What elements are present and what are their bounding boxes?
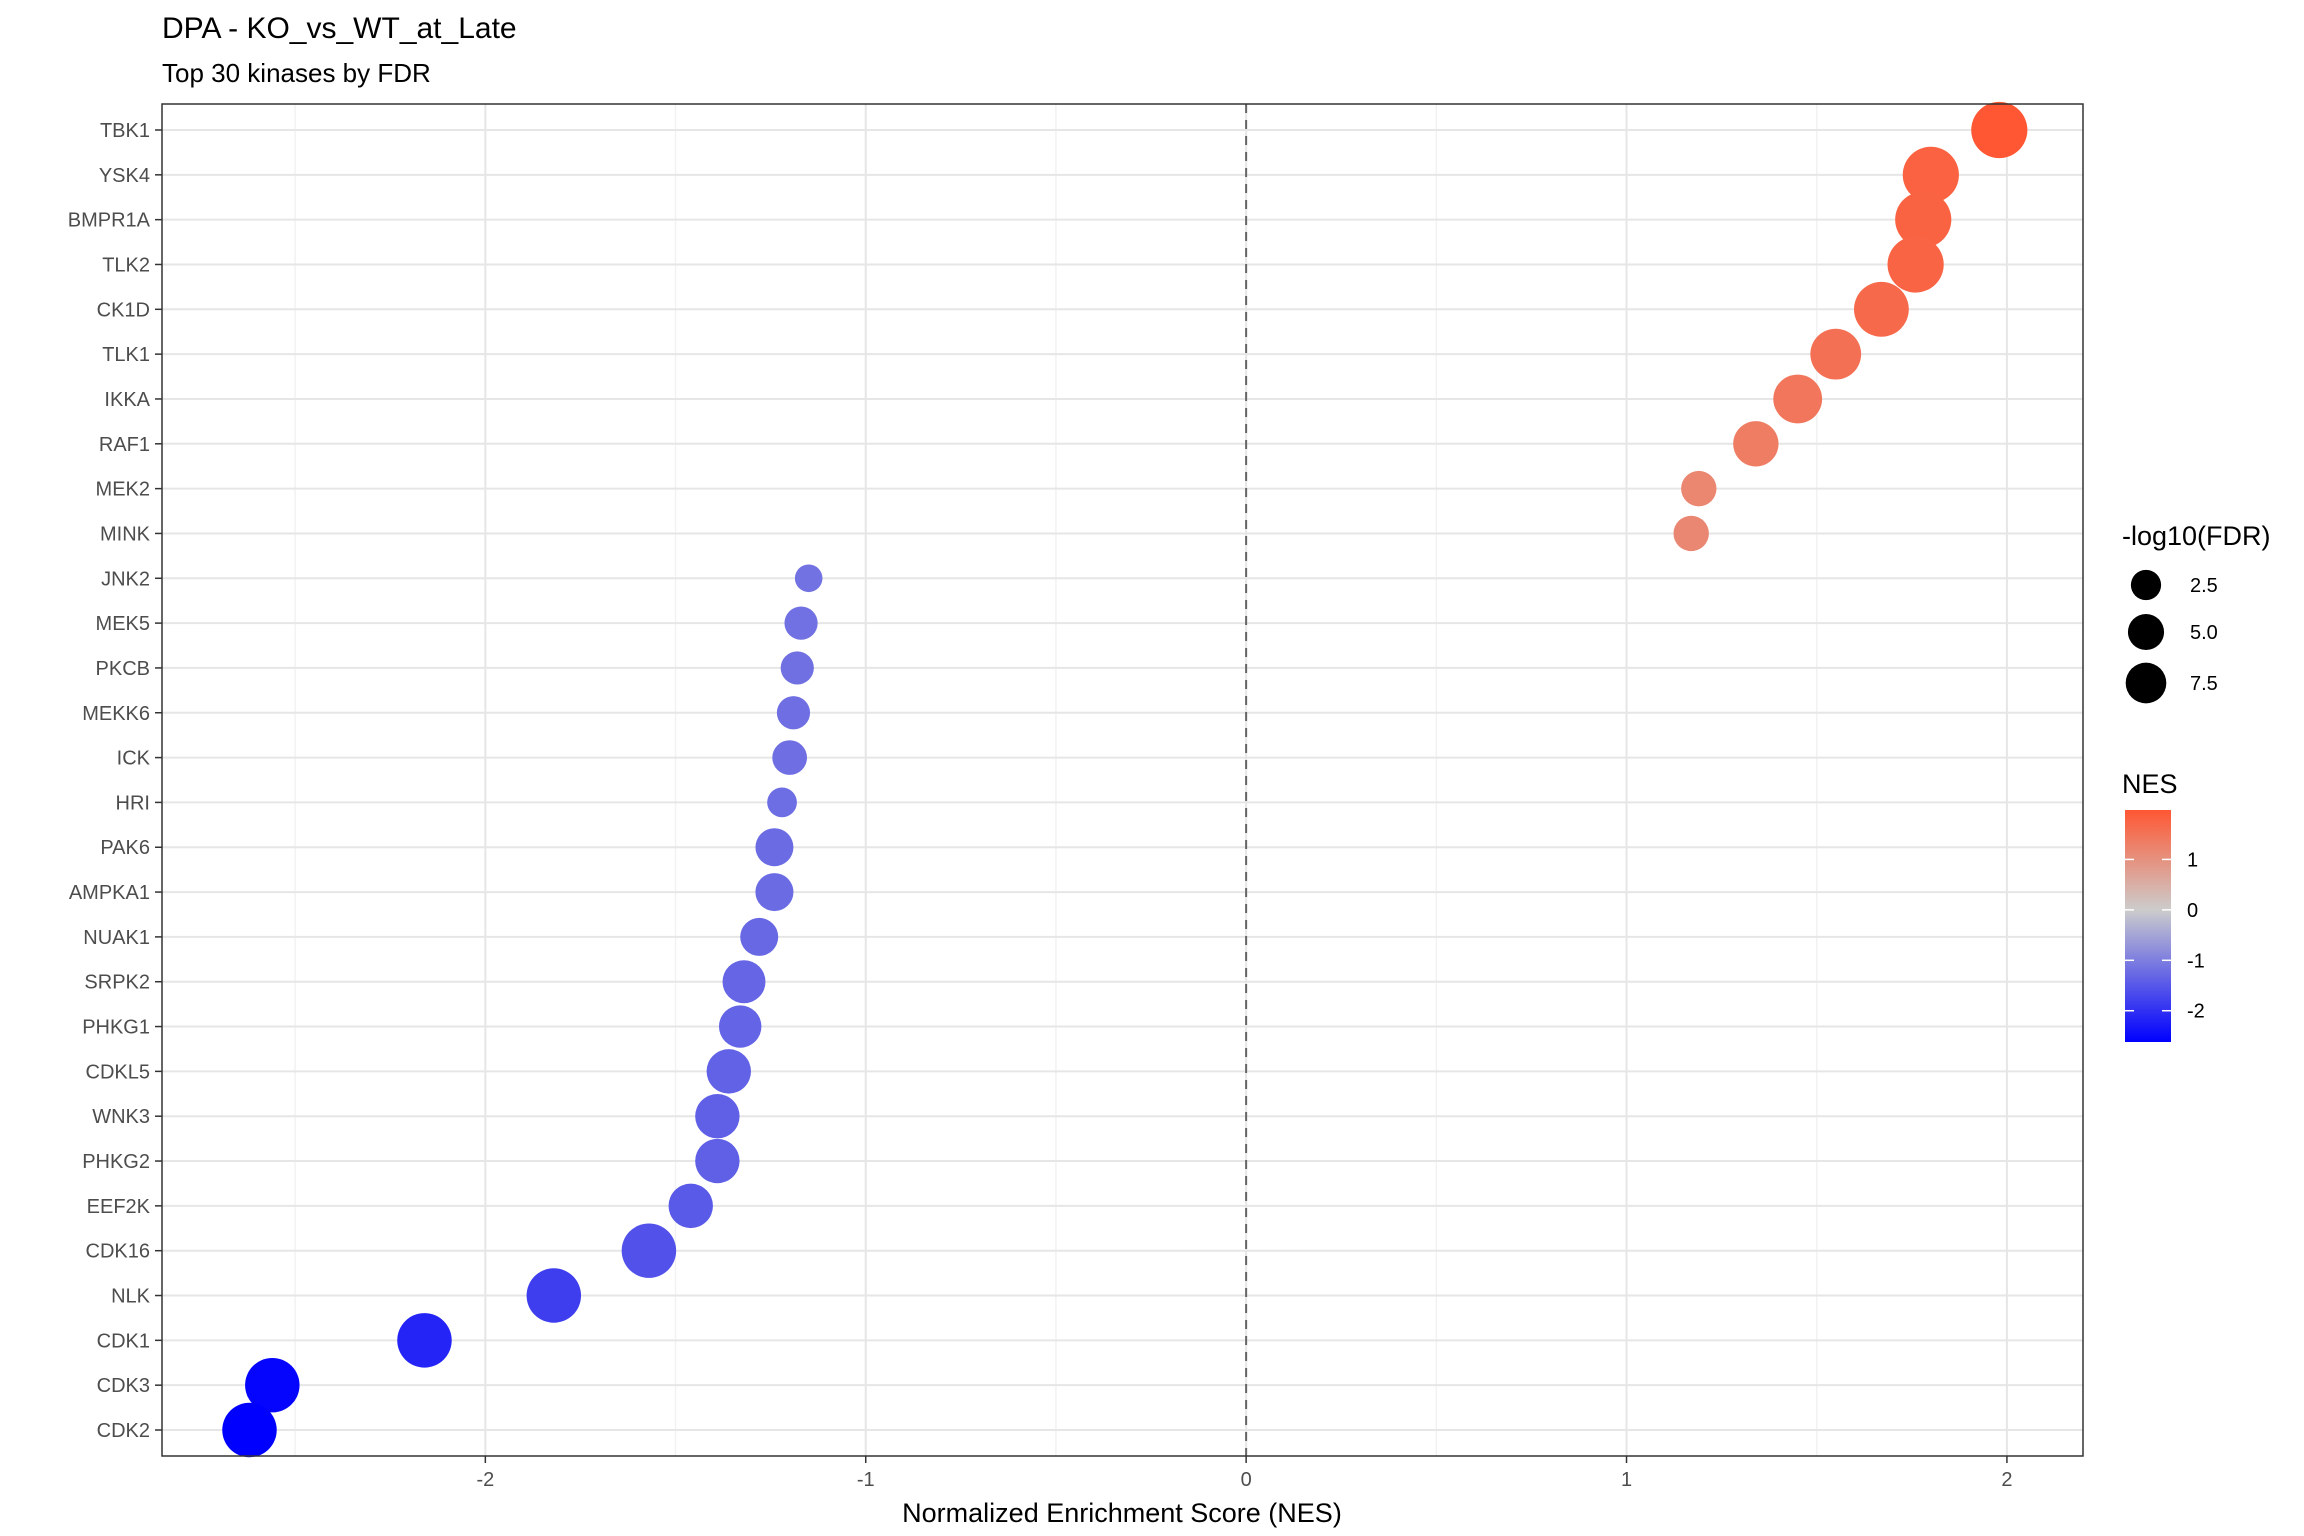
y-tick-label: MINK <box>100 523 151 545</box>
point-tbk1 <box>1971 101 2028 159</box>
y-tick-label: SRPK2 <box>84 972 150 994</box>
point-tlk1 <box>1810 328 1862 380</box>
y-tick-label: MEK5 <box>96 613 150 635</box>
point-phkg2 <box>695 1138 740 1184</box>
y-tick-label: JNK2 <box>101 568 150 590</box>
point-raf1 <box>1733 421 1779 467</box>
y-tick-label: YSK4 <box>99 165 150 187</box>
point-ck1d <box>1853 281 1909 337</box>
y-tick-label: WNK3 <box>92 1106 150 1128</box>
point-srpk2 <box>722 960 766 1004</box>
size-legend-key <box>2127 613 2165 651</box>
point-cdk2 <box>222 1402 277 1458</box>
y-tick-label: CK1D <box>97 299 150 321</box>
point-cdk1 <box>397 1313 452 1368</box>
y-tick-label: EEF2K <box>87 1196 151 1218</box>
y-tick-label: CDK2 <box>97 1420 150 1442</box>
point-mek5 <box>784 606 818 640</box>
y-tick-label: PAK6 <box>100 837 150 859</box>
y-tick-label: TLK1 <box>102 344 150 366</box>
color-bar <box>2125 810 2171 1042</box>
size-legend-label: 7.5 <box>2190 673 2218 695</box>
x-tick-label: 1 <box>1621 1469 1632 1491</box>
y-tick-label: MEK2 <box>96 479 150 501</box>
color-legend: NES 1 0 -1 -2 <box>2122 769 2205 1042</box>
point-ick <box>772 740 808 775</box>
x-tick-label: -1 <box>857 1469 875 1491</box>
y-tick-label: AMPKA1 <box>69 882 150 904</box>
size-legend-title: -log10(FDR) <box>2122 521 2271 551</box>
y-tick-label: NLK <box>111 1286 151 1308</box>
point-cdk16 <box>621 1223 677 1278</box>
x-tick-label: 2 <box>2001 1469 2012 1491</box>
y-tick-label: TLK2 <box>102 254 150 276</box>
point-ikka <box>1773 374 1823 424</box>
y-tick-label: CDK1 <box>97 1330 150 1352</box>
point-nuak1 <box>740 917 779 956</box>
point-phkg1 <box>718 1005 762 1048</box>
y-tick-label: CDK3 <box>97 1375 150 1397</box>
point-pak6 <box>755 828 794 867</box>
point-jnk2 <box>794 564 823 593</box>
x-tick-label: 0 <box>1241 1469 1252 1491</box>
color-legend-label: -1 <box>2187 950 2205 972</box>
y-axis: TBK1 YSK4 BMPR1A TLK2 CK1D TLK1 IKKA RAF1 MEK2 MI… <box>68 120 162 1442</box>
y-tick-label: HRI <box>116 792 150 814</box>
point-hri <box>767 787 797 818</box>
point-ampka1 <box>755 873 794 912</box>
point-cdk3 <box>245 1357 300 1413</box>
point-ysk4 <box>1902 146 1959 203</box>
size-legend-label: 5.0 <box>2190 622 2218 644</box>
x-tick-label: -2 <box>476 1469 494 1491</box>
data-points <box>222 101 2028 1458</box>
point-tlk2 <box>1887 236 1944 293</box>
color-legend-title: NES <box>2122 769 2178 799</box>
color-legend-label: 0 <box>2187 900 2198 922</box>
chart-subtitle: Top 30 kinases by FDR <box>162 58 431 88</box>
y-tick-label: ICK <box>117 748 151 770</box>
color-legend-label: -2 <box>2187 1001 2205 1023</box>
y-tick-label: IKKA <box>104 389 150 411</box>
y-tick-label: PKCB <box>96 658 150 680</box>
y-tick-label: NUAK1 <box>83 927 150 949</box>
plot-panel <box>162 104 2083 1456</box>
x-axis: -2 -1 0 1 2 <box>476 1456 2012 1491</box>
size-legend-key <box>2125 662 2167 704</box>
y-tick-label: PHKG1 <box>82 1017 150 1039</box>
point-mink <box>1673 515 1709 552</box>
point-wnk3 <box>695 1094 740 1139</box>
size-legend: -log10(FDR) 2.5 5.0 7.5 <box>2122 521 2271 704</box>
plot-border <box>161 103 2084 1457</box>
y-tick-label: MEKK6 <box>82 703 150 725</box>
chart-title: DPA - KO_vs_WT_at_Late <box>162 12 517 45</box>
size-legend-key <box>2130 569 2162 601</box>
y-tick-label: CDK16 <box>86 1241 150 1263</box>
size-legend-label: 2.5 <box>2190 575 2218 597</box>
y-tick-label: TBK1 <box>100 120 150 142</box>
color-legend-label: 1 <box>2187 849 2198 871</box>
point-cdkl5 <box>706 1049 751 1094</box>
point-pkcb <box>780 651 814 685</box>
x-axis-label: Normalized Enrichment Score (NES) <box>902 1498 1342 1528</box>
point-mekk6 <box>776 696 811 730</box>
y-tick-label: CDKL5 <box>86 1061 150 1083</box>
y-tick-label: PHKG2 <box>82 1151 150 1173</box>
y-tick-label: RAF1 <box>99 434 150 456</box>
y-tick-label: BMPR1A <box>68 210 151 232</box>
point-eef2k <box>668 1183 713 1229</box>
point-nlk <box>526 1268 582 1323</box>
point-bmpr1a <box>1895 191 1952 248</box>
point-mek2 <box>1681 470 1717 507</box>
